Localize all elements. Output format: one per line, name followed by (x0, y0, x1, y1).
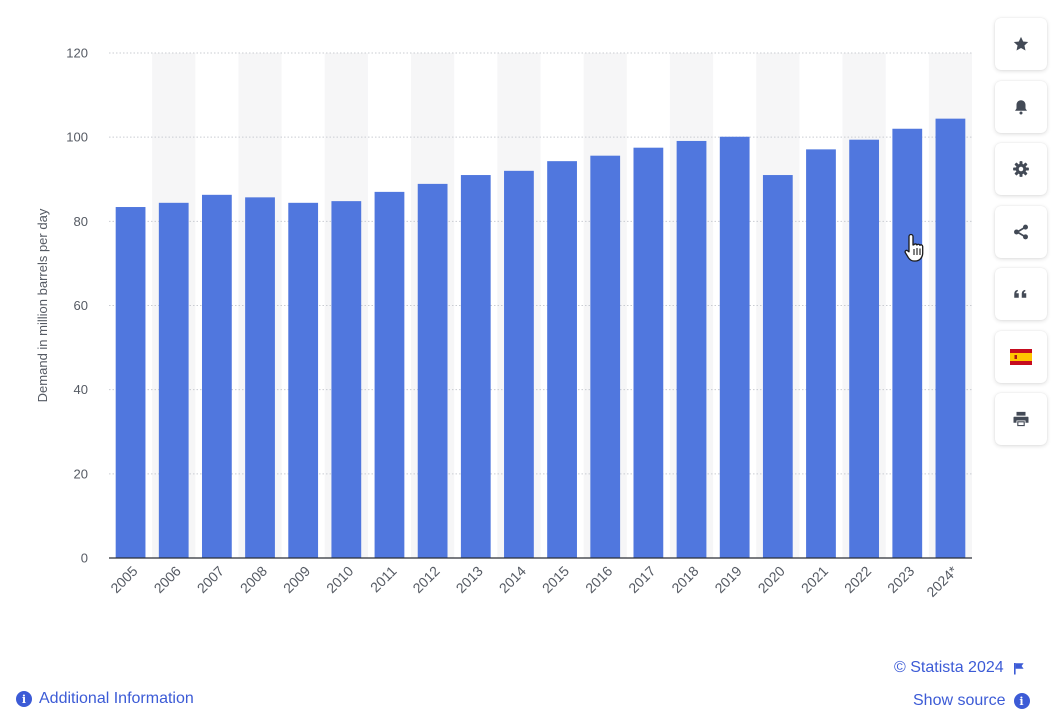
x-tick-label: 2021 (798, 563, 831, 596)
share-button[interactable] (995, 205, 1047, 258)
spain-flag-icon (1010, 348, 1032, 365)
copyright-credit[interactable]: © Statista 2024 (894, 659, 1025, 677)
bar[interactable] (460, 175, 491, 558)
star-icon (1013, 36, 1029, 51)
language-button[interactable] (995, 330, 1047, 383)
x-tick-label: 2011 (367, 563, 400, 596)
settings-button[interactable] (995, 143, 1047, 195)
y-tick-label: 80 (74, 214, 88, 229)
y-tick-label: 40 (74, 382, 88, 397)
additional-information-link[interactable]: i Additional Information (16, 690, 194, 708)
x-tick-label: 2017 (625, 563, 658, 596)
bar[interactable] (676, 140, 707, 558)
y-axis-ticks: 0 20 40 60 80 100 120 (66, 46, 88, 566)
print-button[interactable] (995, 393, 1047, 445)
chart-toolbar (995, 18, 1047, 456)
quote-icon (1014, 289, 1027, 298)
bar[interactable] (288, 202, 319, 559)
x-tick-label: 2012 (409, 563, 442, 596)
x-tick-label: 2006 (151, 563, 184, 596)
y-tick-label: 100 (66, 130, 88, 145)
bar[interactable] (849, 139, 880, 559)
x-tick-label: 2016 (582, 563, 615, 596)
bar-chart: 0 20 40 60 80 100 120 2005 2006 2007 2008 2009 2010… (35, 46, 972, 600)
x-tick-label: 2020 (755, 563, 788, 596)
notification-button[interactable] (995, 80, 1047, 133)
bell-icon (1015, 99, 1027, 114)
bar[interactable] (158, 202, 189, 559)
printer-icon (1013, 411, 1029, 427)
y-tick-label: 20 (74, 466, 88, 481)
bar[interactable] (547, 161, 577, 558)
x-tick-label: 2005 (107, 563, 140, 596)
bar[interactable] (374, 191, 405, 558)
y-axis-label: Demand in million barrels per day (35, 208, 50, 402)
x-tick-label: 2015 (539, 563, 572, 596)
x-tick-label: 2023 (884, 563, 917, 596)
bar[interactable] (245, 197, 275, 559)
x-tick-label: 2022 (841, 563, 874, 596)
info-icon: i (16, 691, 32, 707)
bar[interactable] (892, 128, 923, 558)
info-icon: i (1013, 693, 1030, 709)
y-tick-label: 120 (66, 46, 88, 61)
bar[interactable] (590, 155, 621, 558)
bar[interactable] (504, 170, 534, 559)
bar[interactable] (719, 136, 750, 558)
x-tick-label: 2014 (496, 563, 529, 596)
credit-text: © Statista 2024 (894, 659, 1004, 676)
hand-cursor-icon (904, 233, 924, 262)
bar[interactable] (331, 201, 362, 558)
bars (115, 118, 966, 559)
x-tick-label: 2019 (711, 563, 744, 596)
bar[interactable] (935, 118, 966, 559)
show-source-label: Show source (913, 692, 1006, 709)
x-tick-label: 2013 (453, 563, 486, 596)
bar[interactable] (762, 175, 793, 558)
bar[interactable] (201, 194, 232, 558)
flag-icon (1013, 662, 1024, 674)
bar[interactable] (417, 183, 448, 559)
x-tick-label: 2007 (194, 563, 227, 596)
bar[interactable] (806, 149, 836, 558)
bar[interactable] (633, 147, 664, 558)
show-source-link[interactable]: Show source i (913, 692, 1030, 710)
y-tick-label: 0 (81, 551, 88, 566)
x-tick-label: 2008 (237, 563, 270, 596)
favorite-button[interactable] (995, 18, 1047, 70)
x-tick-label: 2010 (323, 563, 356, 596)
x-axis-ticks: 2005 2006 2007 2008 2009 2010 2011 2012 2013 2014… (107, 562, 961, 600)
additional-information-label: Additional Information (39, 690, 194, 707)
bar[interactable] (115, 207, 146, 558)
y-tick-label: 60 (74, 298, 88, 313)
x-tick-label: 2018 (668, 563, 701, 596)
x-tick-label: 2009 (280, 563, 313, 596)
cite-button[interactable] (995, 268, 1047, 320)
x-tick-label: 2024* (923, 562, 961, 600)
share-icon (1014, 224, 1028, 239)
gear-icon (1013, 161, 1029, 177)
